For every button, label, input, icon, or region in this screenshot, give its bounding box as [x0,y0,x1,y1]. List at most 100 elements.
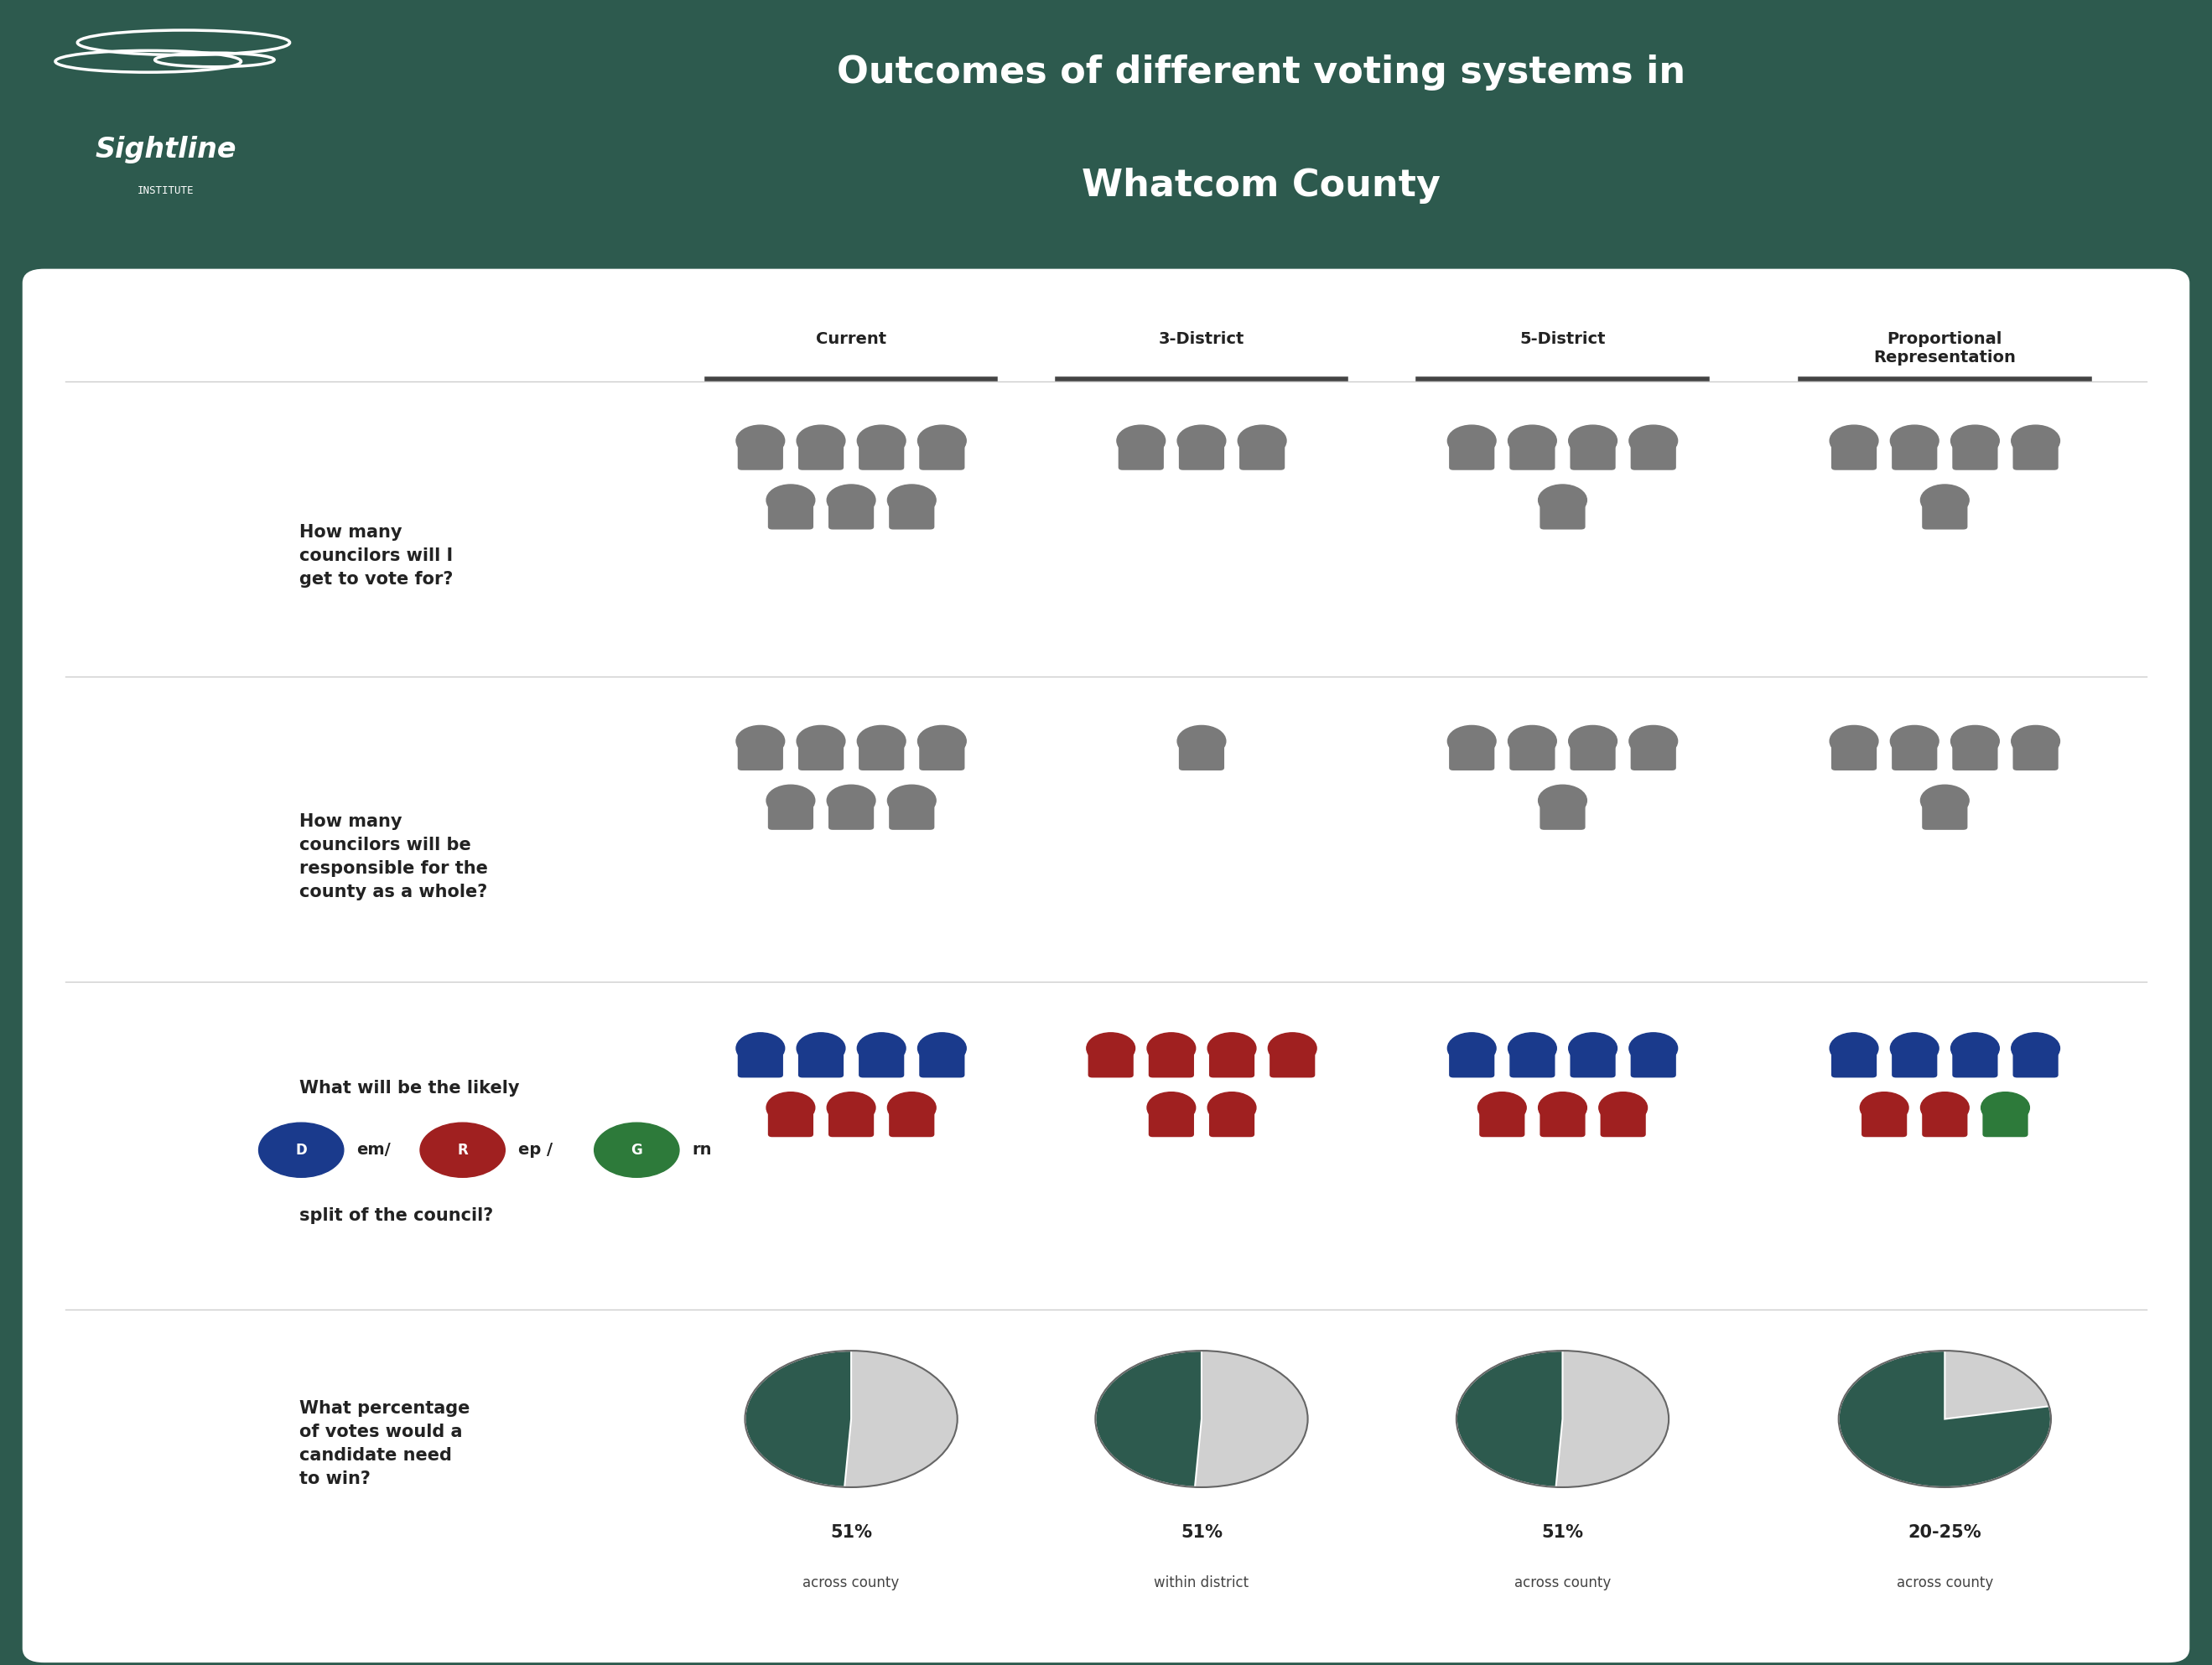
Circle shape [1509,1032,1557,1064]
Text: split of the council?: split of the council? [299,1207,493,1224]
Text: G: G [630,1142,641,1157]
FancyBboxPatch shape [1630,738,1677,771]
FancyBboxPatch shape [1599,1104,1646,1137]
Circle shape [1920,485,1969,516]
Text: em/: em/ [356,1142,392,1157]
FancyBboxPatch shape [1953,1044,1997,1077]
Circle shape [1982,1092,2031,1124]
Circle shape [796,726,845,756]
FancyBboxPatch shape [1449,738,1495,771]
Circle shape [1951,425,2000,456]
Circle shape [1829,726,1878,756]
Circle shape [827,485,876,516]
FancyBboxPatch shape [1270,1044,1316,1077]
Text: 51%: 51% [1181,1523,1223,1540]
Circle shape [887,784,936,816]
Text: INSTITUTE: INSTITUTE [137,185,195,196]
Circle shape [827,1092,876,1124]
FancyBboxPatch shape [1449,1044,1495,1077]
FancyBboxPatch shape [1179,738,1223,771]
Circle shape [1148,1032,1194,1064]
Circle shape [1447,1032,1495,1064]
Circle shape [765,1092,814,1124]
Text: 5-District: 5-District [1520,331,1606,346]
Text: 51%: 51% [1542,1523,1584,1540]
Text: 51%: 51% [830,1523,872,1540]
FancyBboxPatch shape [1239,436,1285,470]
Text: across county: across county [1896,1575,1993,1590]
FancyBboxPatch shape [1953,436,1997,470]
FancyBboxPatch shape [1179,436,1223,470]
Circle shape [420,1122,504,1177]
Circle shape [827,784,876,816]
FancyBboxPatch shape [830,796,874,829]
FancyBboxPatch shape [1210,1104,1254,1137]
FancyBboxPatch shape [1630,436,1677,470]
Circle shape [918,726,967,756]
Circle shape [2011,1032,2059,1064]
Circle shape [918,1032,967,1064]
FancyBboxPatch shape [2013,738,2059,771]
Circle shape [858,1032,905,1064]
Circle shape [918,425,967,456]
FancyBboxPatch shape [1922,496,1966,529]
Text: Whatcom County: Whatcom County [1082,168,1440,203]
FancyBboxPatch shape [799,436,843,470]
Text: Proportional
Representation: Proportional Representation [1874,331,2015,365]
Circle shape [1537,485,1586,516]
Circle shape [1095,1350,1307,1487]
Text: Outcomes of different voting systems in: Outcomes of different voting systems in [836,55,1686,90]
Text: How many
councilors will be
responsible for the
county as a whole?: How many councilors will be responsible … [299,813,487,901]
FancyBboxPatch shape [1630,1044,1677,1077]
FancyBboxPatch shape [768,496,814,529]
FancyBboxPatch shape [889,796,933,829]
FancyBboxPatch shape [1088,1044,1133,1077]
FancyBboxPatch shape [858,436,905,470]
FancyBboxPatch shape [1891,738,1938,771]
Circle shape [1628,1032,1677,1064]
FancyBboxPatch shape [1480,1104,1524,1137]
Circle shape [1537,1092,1586,1124]
FancyBboxPatch shape [1449,436,1495,470]
Text: 20-25%: 20-25% [1909,1523,1982,1540]
Circle shape [1568,726,1617,756]
FancyBboxPatch shape [1982,1104,2028,1137]
Circle shape [737,425,785,456]
FancyBboxPatch shape [2013,1044,2059,1077]
Circle shape [1920,784,1969,816]
FancyBboxPatch shape [1540,796,1586,829]
FancyBboxPatch shape [858,738,905,771]
Circle shape [1537,784,1586,816]
Wedge shape [745,1350,852,1487]
FancyBboxPatch shape [1509,1044,1555,1077]
Circle shape [1208,1032,1256,1064]
Circle shape [858,726,905,756]
FancyBboxPatch shape [889,1104,933,1137]
Circle shape [2011,425,2059,456]
Circle shape [595,1122,679,1177]
FancyBboxPatch shape [920,436,964,470]
FancyBboxPatch shape [830,1104,874,1137]
Text: D: D [296,1142,307,1157]
Circle shape [259,1122,343,1177]
Circle shape [1177,726,1225,756]
Wedge shape [1095,1350,1201,1487]
FancyBboxPatch shape [22,270,2190,1662]
Circle shape [1086,1032,1135,1064]
Wedge shape [1455,1350,1562,1487]
FancyBboxPatch shape [1832,436,1876,470]
Circle shape [796,425,845,456]
FancyBboxPatch shape [1922,1104,1966,1137]
Circle shape [1509,726,1557,756]
FancyBboxPatch shape [2013,436,2059,470]
Text: R: R [458,1142,469,1157]
Circle shape [1177,425,1225,456]
Text: within district: within district [1155,1575,1250,1590]
Circle shape [1455,1350,1668,1487]
Text: What will be the likely: What will be the likely [299,1081,520,1097]
Circle shape [1951,1032,2000,1064]
FancyBboxPatch shape [1540,1104,1586,1137]
FancyBboxPatch shape [1891,1044,1938,1077]
FancyBboxPatch shape [1148,1044,1194,1077]
FancyBboxPatch shape [768,1104,814,1137]
